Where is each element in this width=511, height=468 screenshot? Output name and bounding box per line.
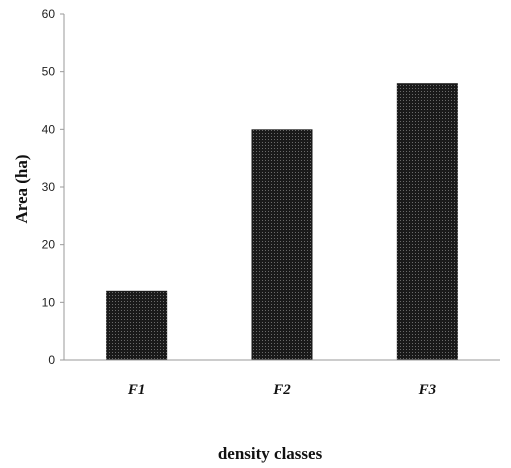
y-axis-ticks: 0 10 20 30 40 50 60: [42, 7, 64, 367]
bars: [106, 83, 458, 360]
y-tick-label: 0: [48, 353, 55, 367]
x-axis-title: density classes: [218, 444, 323, 463]
y-tick-label: 20: [42, 238, 56, 252]
y-tick-label: 40: [42, 122, 56, 136]
bar-f3: [396, 83, 458, 360]
bar-f2: [251, 129, 313, 360]
x-tick-label-f1: F1: [127, 382, 146, 398]
y-tick-label: 50: [42, 65, 56, 79]
y-tick-label: 10: [42, 295, 56, 309]
y-tick-label: 60: [42, 7, 56, 21]
y-tick-label: 30: [42, 180, 56, 194]
x-axis-ticks: F1 F2 F3: [127, 382, 437, 398]
x-tick-label-f2: F2: [272, 382, 291, 398]
bar-f1: [106, 290, 168, 360]
x-tick-label-f3: F3: [418, 382, 437, 398]
y-axis-title: Area (ha): [12, 154, 31, 223]
